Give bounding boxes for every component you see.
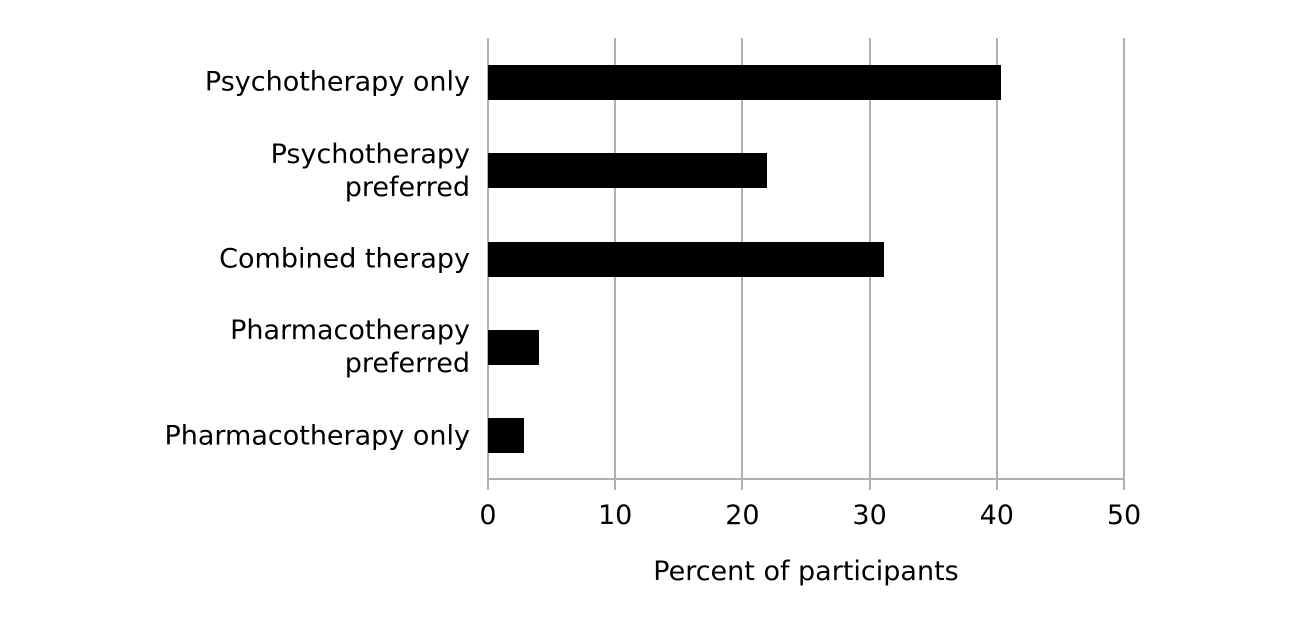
bar-4 xyxy=(488,418,524,454)
x-axis-tick-label-30: 30 xyxy=(852,500,887,531)
category-label-0: Psychotherapy only xyxy=(204,66,470,98)
gridline-50 xyxy=(1123,38,1125,480)
x-axis-title: Percent of participants xyxy=(653,556,959,587)
x-axis-tick-0 xyxy=(487,480,489,490)
bar-0 xyxy=(488,64,1001,100)
category-label-4: Pharmacotherapy only xyxy=(164,420,470,452)
x-axis-tick-30 xyxy=(868,480,871,490)
x-axis-tick-label-40: 40 xyxy=(979,500,1014,531)
category-label-1: Psychotherapy preferred xyxy=(270,138,470,203)
bar-1 xyxy=(488,153,767,189)
x-axis-line xyxy=(487,478,1125,480)
x-axis-tick-label-20: 20 xyxy=(725,500,760,531)
x-axis-tick-20 xyxy=(741,480,744,490)
bar-3 xyxy=(488,329,539,365)
bar-2 xyxy=(488,241,884,277)
category-label-2: Combined therapy xyxy=(219,243,470,275)
x-axis-tick-40 xyxy=(995,480,998,490)
gridline-40 xyxy=(995,38,998,480)
x-axis-tick-label-10: 10 xyxy=(598,500,633,531)
x-axis-tick-10 xyxy=(614,480,617,490)
x-axis-tick-label-0: 0 xyxy=(479,500,497,531)
category-label-3: Pharmacotherapy preferred xyxy=(230,315,470,380)
x-axis-tick-label-50: 50 xyxy=(1106,500,1142,531)
x-axis-tick-50 xyxy=(1123,480,1125,490)
